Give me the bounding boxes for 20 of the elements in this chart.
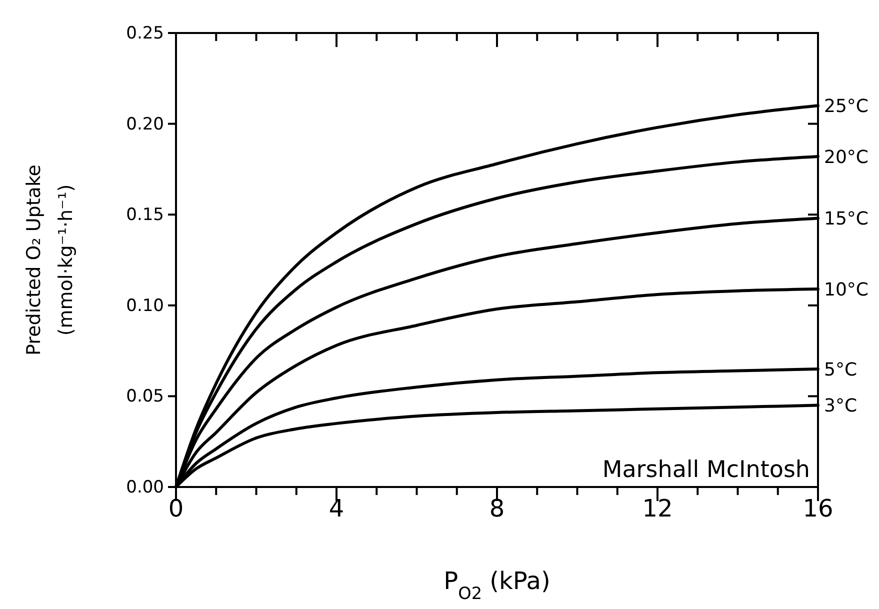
x-tick-label: 0 bbox=[168, 494, 184, 522]
x-axis-title: P$_{O2}$ (kPa) bbox=[444, 567, 550, 603]
y-tick-label: 0.00 bbox=[126, 477, 164, 498]
y-tick-label: 0.15 bbox=[126, 205, 164, 226]
y-tick-label: 0.10 bbox=[126, 296, 164, 316]
annotation: Marshall McIntosh bbox=[602, 457, 810, 483]
y-tick-label: 0.05 bbox=[126, 386, 164, 407]
legend-label: 3°C bbox=[824, 396, 858, 417]
y-tick-label: 0.25 bbox=[126, 23, 164, 44]
x-tick-label: 4 bbox=[328, 494, 344, 522]
x-tick-label: 8 bbox=[489, 494, 505, 522]
series-label: 5°C bbox=[824, 359, 858, 380]
series-label: 25°C bbox=[824, 96, 868, 117]
y-tick-label: 0.20 bbox=[126, 114, 164, 134]
series-label: 20°C bbox=[824, 146, 868, 168]
x-tick-label: 12 bbox=[642, 494, 673, 522]
x-tick-label: 16 bbox=[802, 494, 834, 522]
series-label: 10°C bbox=[824, 279, 868, 300]
legend-label: 15°C bbox=[824, 208, 868, 230]
y-axis-title: Predicted O₂ Uptake (mmol·kg⁻¹·h⁻¹) bbox=[23, 164, 77, 356]
